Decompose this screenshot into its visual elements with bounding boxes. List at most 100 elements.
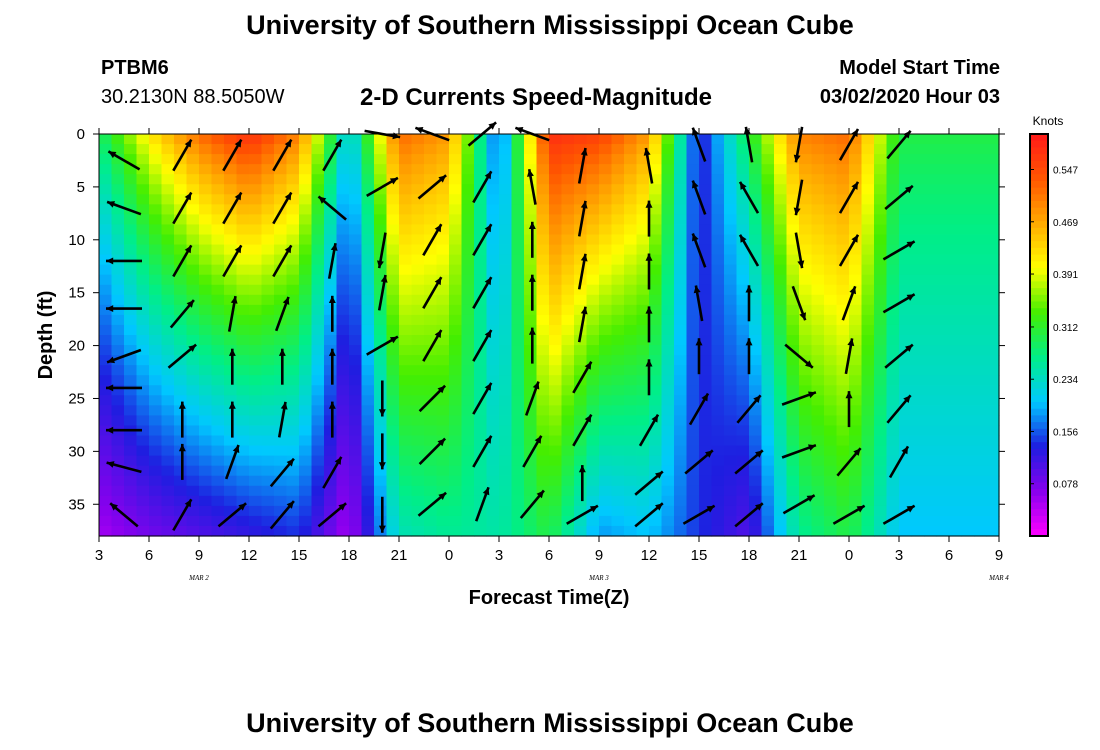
heatmap-cell (711, 435, 725, 447)
heatmap-cell (986, 234, 1000, 246)
heatmap-cell (299, 314, 313, 326)
heatmap-cell (624, 144, 638, 155)
heatmap-cell (574, 385, 588, 396)
heatmap-cell (274, 174, 288, 185)
heatmap-cell (924, 385, 938, 396)
heatmap-cell (574, 445, 588, 457)
heatmap-cell (236, 365, 250, 376)
heatmap-cell (786, 274, 800, 286)
heatmap-cell (586, 324, 600, 336)
heatmap-cell (824, 475, 838, 487)
heatmap-cell (374, 264, 388, 276)
heatmap-cell (824, 164, 838, 175)
heatmap-cell (411, 455, 425, 467)
heatmap-cell (674, 425, 688, 437)
heatmap-cell (649, 244, 663, 256)
heatmap-cell (511, 244, 525, 256)
heatmap-cell (324, 465, 338, 477)
heatmap-cell (424, 335, 438, 346)
heatmap-cell (511, 345, 525, 356)
heatmap-cell (461, 194, 475, 205)
heatmap-cell (299, 284, 313, 296)
heatmap-cell (474, 495, 488, 507)
heatmap-cell (311, 505, 325, 517)
heatmap-cell (949, 304, 963, 316)
heatmap-cell (611, 184, 625, 195)
heatmap-cell (499, 455, 513, 467)
heatmap-cell (911, 425, 925, 437)
heatmap-cell (349, 485, 363, 497)
heatmap-cell (349, 304, 363, 316)
heatmap-cell (799, 294, 813, 306)
heatmap-cell (686, 395, 700, 406)
y-tick-label: 35 (68, 496, 85, 513)
heatmap-cell (561, 505, 575, 517)
heatmap-cell (586, 415, 600, 427)
heatmap-cell (599, 405, 613, 416)
current-vector-arrow (519, 489, 545, 519)
heatmap-cell (111, 264, 125, 276)
heatmap-cell (224, 184, 238, 195)
heatmap-cell (636, 304, 650, 316)
station-id: PTBM6 (101, 57, 169, 79)
heatmap-cell (849, 144, 863, 155)
current-vector-arrow (472, 329, 493, 362)
heatmap-cell (849, 184, 863, 195)
heatmap-cell (811, 144, 825, 155)
heatmap-cell (686, 375, 700, 386)
heatmap-cell (849, 164, 863, 175)
heatmap-cell (674, 304, 688, 316)
heatmap-cell (374, 184, 388, 195)
heatmap-cell (149, 304, 163, 316)
heatmap-cell (311, 164, 325, 175)
heatmap-cell (124, 505, 138, 517)
current-vector-arrow (172, 244, 193, 278)
current-vector-arrow (524, 381, 540, 416)
heatmap-cell (699, 405, 713, 416)
heatmap-cell (749, 435, 763, 447)
heatmap-cell (911, 435, 925, 447)
heatmap-cell (924, 395, 938, 406)
heatmap-cell (686, 314, 700, 326)
heatmap-cell (349, 525, 363, 537)
heatmap-cell (286, 134, 300, 145)
heatmap-cell (811, 264, 825, 276)
heatmap-cell (399, 304, 413, 316)
x-tick-label: 21 (791, 547, 808, 564)
heatmap-cell (486, 254, 500, 266)
heatmap-cell (699, 194, 713, 205)
heatmap-cell (586, 405, 600, 416)
heatmap-cell (449, 375, 463, 386)
heatmap-cell (799, 174, 813, 185)
heatmap-cell (774, 445, 788, 457)
heatmap-cell (174, 405, 188, 416)
heatmap-cell (861, 144, 875, 155)
heatmap-cell (436, 345, 450, 356)
heatmap-cell (636, 164, 650, 175)
heatmap-cell (361, 375, 375, 386)
heatmap-cell (136, 485, 150, 497)
heatmap-cell (549, 254, 563, 266)
heatmap-cell (286, 284, 300, 296)
heatmap-cell (749, 455, 763, 467)
heatmap-cell (211, 435, 225, 447)
heatmap-cell (336, 204, 350, 215)
heatmap-cell (349, 465, 363, 477)
heatmap-cell (524, 314, 538, 326)
heatmap-cell (449, 525, 463, 537)
heatmap-cell (99, 335, 113, 346)
heatmap-cell (349, 164, 363, 175)
colorbar-segment (1030, 167, 1048, 175)
heatmap-cell (836, 164, 850, 175)
current-vector-arrow (377, 232, 387, 269)
heatmap-cell (386, 405, 400, 416)
heatmap-cell (211, 274, 225, 286)
heatmap-cell (211, 345, 225, 356)
heatmap-cell (586, 345, 600, 356)
heatmap-cell (199, 144, 213, 155)
heatmap-cell (911, 345, 925, 356)
heatmap-cell (949, 425, 963, 437)
heatmap-cell (461, 184, 475, 195)
heatmap-cell (649, 224, 663, 236)
